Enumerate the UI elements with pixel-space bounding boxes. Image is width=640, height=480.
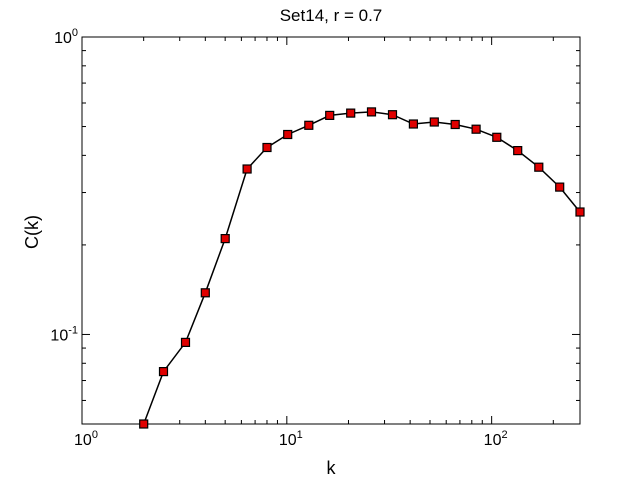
data-point-marker bbox=[325, 110, 335, 121]
data-point-marker bbox=[283, 129, 293, 140]
y-tick-label: 10-1 bbox=[50, 324, 78, 344]
chart-title: Set14, r = 0.7 bbox=[280, 6, 383, 25]
x-tick-label: 102 bbox=[484, 429, 508, 449]
data-point-marker bbox=[387, 110, 398, 120]
axis-tick-labels: 100 101 102 10-1 100 bbox=[50, 27, 507, 449]
axis-ticks bbox=[81, 36, 580, 425]
x-axis-label: k bbox=[327, 458, 337, 478]
data-point-marker bbox=[555, 182, 565, 192]
data-point-marker bbox=[534, 162, 544, 172]
data-point-marker bbox=[262, 142, 272, 153]
data-point-marker bbox=[575, 207, 585, 217]
x-tick-label: 100 bbox=[74, 429, 98, 449]
plot-area bbox=[81, 36, 581, 425]
data-point-marker bbox=[220, 234, 230, 244]
data-point-marker bbox=[346, 108, 356, 118]
y-axis-label: C(k) bbox=[22, 215, 42, 249]
series-markers bbox=[139, 107, 585, 429]
data-point-marker bbox=[200, 288, 210, 298]
data-point-marker bbox=[492, 132, 502, 142]
data-point-marker bbox=[366, 107, 377, 117]
data-point-marker bbox=[180, 337, 191, 347]
data-point-marker bbox=[304, 120, 314, 130]
data-point-marker bbox=[408, 119, 418, 129]
x-tick-label: 101 bbox=[279, 429, 303, 449]
data-point-marker bbox=[242, 164, 252, 174]
series-line bbox=[142, 111, 581, 425]
data-point-marker bbox=[429, 117, 439, 127]
data-point-marker bbox=[513, 146, 523, 156]
data-point-marker bbox=[158, 367, 169, 377]
data-point-marker bbox=[471, 124, 481, 134]
data-point-marker bbox=[139, 419, 149, 429]
data-point-marker bbox=[450, 119, 460, 130]
y-tick-label: 100 bbox=[54, 27, 78, 47]
